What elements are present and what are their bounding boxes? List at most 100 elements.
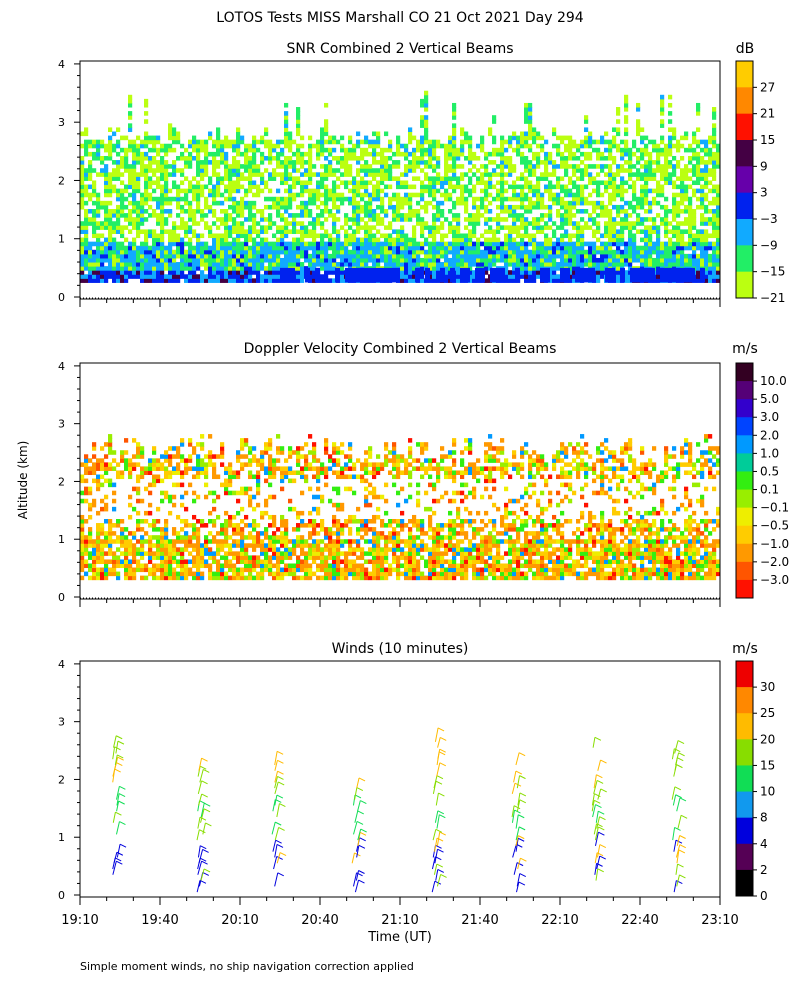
doppler-cell <box>144 466 149 471</box>
snr-cell <box>132 164 137 169</box>
colorbar-swatch <box>736 271 753 299</box>
snr-cell <box>240 209 245 214</box>
snr-cell <box>348 188 353 194</box>
snr-cell <box>664 151 669 157</box>
snr-cell <box>716 188 720 194</box>
doppler-cell <box>164 539 169 544</box>
snr-cell <box>568 266 573 271</box>
snr-cell <box>152 196 157 202</box>
snr-cell <box>152 262 157 267</box>
snr-cell <box>512 262 517 267</box>
snr-cell <box>480 200 485 206</box>
snr-cell <box>620 225 625 230</box>
snr-cell <box>364 160 369 165</box>
snr-cell <box>104 155 109 161</box>
snr-cell <box>124 278 129 283</box>
snr-cell <box>400 257 405 263</box>
snr-cell <box>124 164 129 169</box>
snr-cell <box>368 253 373 259</box>
snr-cell <box>196 245 201 251</box>
snr-cell <box>332 245 337 251</box>
snr-cell <box>108 155 113 161</box>
doppler-cell <box>184 462 189 467</box>
y-tick-label: 2 <box>58 174 65 187</box>
snr-cell <box>696 241 701 247</box>
snr-cell <box>88 274 93 279</box>
snr-cell <box>336 209 341 214</box>
snr-cell <box>240 135 245 141</box>
snr-cell <box>152 253 157 259</box>
snr-cell <box>432 229 437 234</box>
snr-cell <box>356 180 361 186</box>
doppler-cell <box>96 458 101 463</box>
snr-cell <box>188 262 193 267</box>
snr-cell <box>236 131 241 137</box>
doppler-cell <box>136 527 141 532</box>
snr-cell <box>708 266 713 271</box>
snr-cell <box>392 213 397 218</box>
snr-cell <box>528 115 533 120</box>
doppler-cell <box>88 539 93 544</box>
snr-cell <box>408 253 413 259</box>
doppler-cell <box>100 559 105 564</box>
snr-cell <box>228 257 233 263</box>
doppler-cell <box>192 490 197 496</box>
snr-cell <box>716 143 720 149</box>
snr-cell <box>596 245 601 251</box>
doppler-cell <box>96 527 101 532</box>
snr-cell <box>200 274 205 279</box>
snr-cell <box>664 233 669 239</box>
snr-cell <box>140 266 145 271</box>
snr-cell <box>512 184 517 190</box>
snr-cell <box>624 151 629 157</box>
snr-cell <box>176 184 181 190</box>
snr-cell <box>88 262 93 267</box>
snr-cell <box>560 262 565 267</box>
snr-cell <box>568 204 573 210</box>
snr-cell <box>204 257 209 263</box>
snr-cell <box>656 168 661 173</box>
snr-cell <box>176 168 181 173</box>
snr-cell <box>116 257 121 263</box>
snr-cell <box>224 209 229 214</box>
snr-cell <box>452 147 457 153</box>
snr-cell <box>184 155 189 161</box>
snr-cell <box>92 217 97 222</box>
snr-cell <box>484 221 489 226</box>
doppler-cell <box>136 547 141 552</box>
snr-cell <box>380 221 385 226</box>
snr-cell <box>712 111 717 116</box>
doppler-cell <box>104 531 109 536</box>
snr-cell <box>208 188 213 194</box>
snr-cell <box>176 266 181 271</box>
snr-cell <box>408 257 413 263</box>
snr-cell <box>408 127 413 133</box>
doppler-cell <box>104 466 109 471</box>
doppler-cell <box>88 506 93 512</box>
doppler-cell <box>124 567 129 573</box>
snr-cell <box>388 225 393 230</box>
snr-cell <box>172 241 177 247</box>
snr-cell <box>556 225 561 230</box>
snr-cell <box>256 139 261 145</box>
doppler-cell <box>112 571 117 577</box>
snr-cell <box>328 233 333 239</box>
snr-cell <box>568 151 573 157</box>
doppler-cell <box>156 478 161 484</box>
snr-cell <box>216 262 221 267</box>
snr-cell <box>320 213 325 218</box>
snr-cell <box>376 204 381 210</box>
snr-cell <box>516 241 521 247</box>
snr-cell <box>252 270 257 275</box>
snr-cell <box>380 172 385 177</box>
snr-cell <box>508 278 513 283</box>
snr-cell <box>524 204 529 210</box>
snr-cell <box>700 229 705 234</box>
snr-cell <box>200 270 205 275</box>
snr-cell <box>92 270 97 275</box>
snr-cell <box>712 115 717 120</box>
snr-cell <box>700 147 705 153</box>
snr-cell <box>116 196 121 202</box>
snr-cell <box>196 180 201 186</box>
